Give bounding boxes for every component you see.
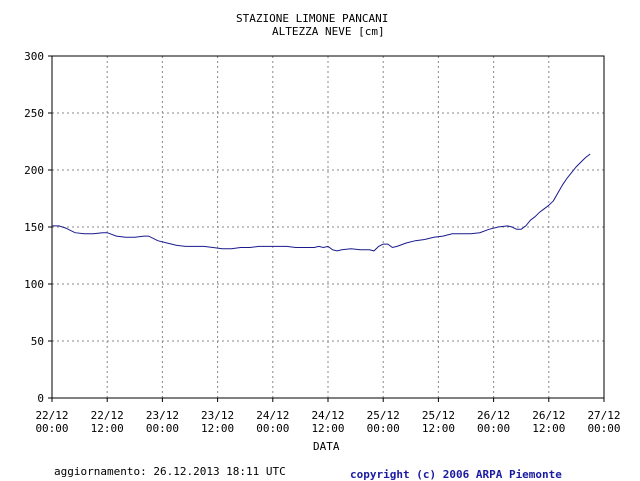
x-tick-label-time: 00:00 bbox=[367, 422, 400, 435]
x-tick-label-time: 12:00 bbox=[91, 422, 124, 435]
chart-subtitle: ALTEZZA NEVE [cm] bbox=[272, 25, 385, 38]
y-tick-label: 300 bbox=[24, 50, 44, 63]
x-tick-label-date: 23/12 bbox=[201, 409, 234, 422]
series-line-snow-depth bbox=[52, 153, 591, 252]
y-tick-label: 250 bbox=[24, 107, 44, 120]
x-tick-label-time: 00:00 bbox=[146, 422, 179, 435]
x-tick-label-date: 22/12 bbox=[91, 409, 124, 422]
x-tick-label-time: 00:00 bbox=[35, 422, 68, 435]
x-tick-label-date: 24/12 bbox=[311, 409, 344, 422]
x-tick-label-date: 25/12 bbox=[367, 409, 400, 422]
y-tick-label: 0 bbox=[37, 392, 44, 405]
y-tick-label: 50 bbox=[31, 335, 44, 348]
x-tick-label-time: 00:00 bbox=[256, 422, 289, 435]
x-tick-label-time: 12:00 bbox=[311, 422, 344, 435]
update-timestamp: aggiornamento: 26.12.2013 18:11 UTC bbox=[54, 465, 286, 478]
x-tick-label-date: 24/12 bbox=[256, 409, 289, 422]
x-tick-label-date: 23/12 bbox=[146, 409, 179, 422]
x-tick-label-date: 22/12 bbox=[35, 409, 68, 422]
copyright-text: copyright (c) 2006 ARPA Piemonte bbox=[350, 468, 562, 481]
x-tick-label-date: 25/12 bbox=[422, 409, 455, 422]
y-tick-label: 150 bbox=[24, 221, 44, 234]
x-tick-label-date: 27/12 bbox=[587, 409, 620, 422]
x-tick-label-time: 00:00 bbox=[587, 422, 620, 435]
x-tick-label-time: 00:00 bbox=[477, 422, 510, 435]
y-tick-label: 100 bbox=[24, 278, 44, 291]
x-tick-label-time: 12:00 bbox=[422, 422, 455, 435]
x-tick-label-time: 12:00 bbox=[201, 422, 234, 435]
y-tick-label: 200 bbox=[24, 164, 44, 177]
x-tick-label-date: 26/12 bbox=[532, 409, 565, 422]
x-axis-label: DATA bbox=[313, 440, 340, 453]
chart-title: STAZIONE LIMONE PANCANI bbox=[236, 12, 389, 25]
x-tick-label-time: 12:00 bbox=[532, 422, 565, 435]
x-tick-label-date: 26/12 bbox=[477, 409, 510, 422]
